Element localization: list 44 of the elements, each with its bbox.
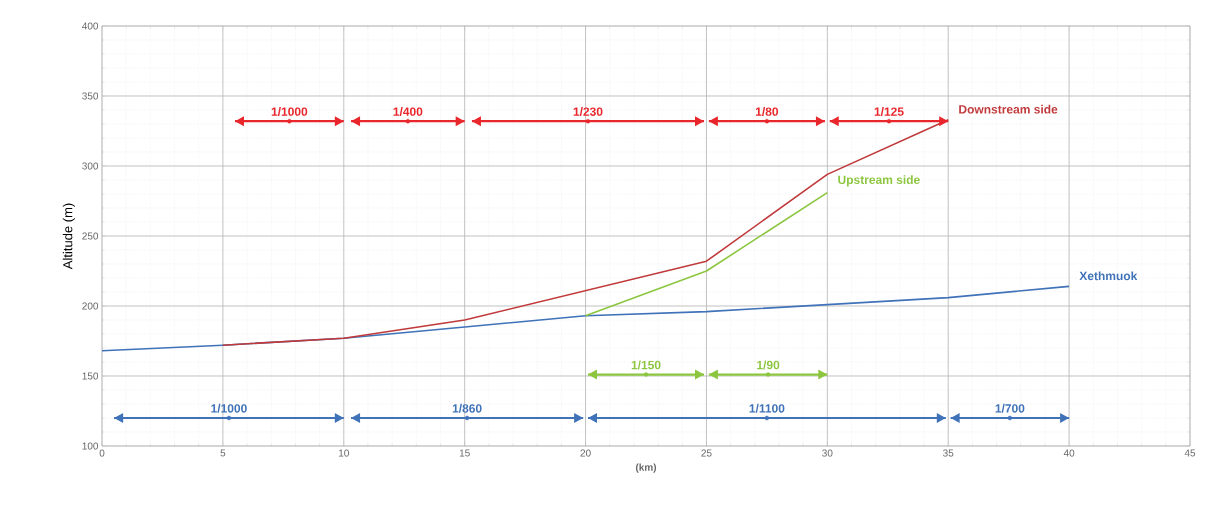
x-tick-label: 35 [943, 449, 954, 457]
x-axis-title: (km) [635, 463, 657, 473]
y-tick-label: 150 [82, 372, 99, 380]
data-label: 1/125 [874, 107, 904, 116]
x-tick-label: 5 [220, 449, 226, 457]
data-label: 1/860 [452, 403, 482, 413]
point [405, 118, 411, 124]
data-label: 1/90 [757, 360, 780, 370]
series-label: Upstream side [838, 175, 920, 187]
x-tick-label: 45 [1184, 449, 1196, 457]
point [886, 118, 892, 124]
x-tick-label: 25 [701, 449, 712, 457]
point [1007, 415, 1013, 421]
data-label: 1/1000 [271, 107, 308, 116]
data-label: 1/230 [573, 107, 603, 116]
data-label: 1/1100 [749, 403, 785, 413]
point [643, 372, 649, 377]
y-tick-label: 300 [82, 162, 99, 170]
x-tick-label: 20 [580, 449, 591, 457]
y-tick-label: 100 [82, 442, 99, 450]
series-label: Downstream side [959, 104, 1058, 114]
x-tick-label: 15 [459, 449, 470, 457]
y-tick-label: 350 [82, 92, 99, 100]
point [226, 415, 232, 421]
point [764, 118, 770, 124]
point [287, 118, 292, 124]
y-tick-label: 250 [82, 232, 99, 240]
x-tick-label: 30 [822, 449, 833, 457]
x-tick-label: 40 [1063, 449, 1075, 457]
y-tick-label: 200 [82, 302, 99, 310]
y-axis-title: Altitude (m) [62, 203, 75, 270]
data-label: 1/700 [995, 403, 1025, 413]
data-label: 1/80 [755, 107, 779, 116]
point [765, 372, 771, 377]
point [764, 415, 770, 421]
data-label: 1/150 [631, 360, 661, 370]
data-label: 1/400 [393, 107, 423, 116]
point [585, 118, 591, 124]
data-label: 1/1000 [211, 403, 247, 413]
x-tick-label: 0 [99, 449, 105, 457]
x-tick-label: 10 [338, 449, 349, 457]
series-label: Xethmuok [1079, 271, 1138, 281]
y-tick-label: 400 [82, 22, 99, 30]
point [464, 415, 470, 421]
